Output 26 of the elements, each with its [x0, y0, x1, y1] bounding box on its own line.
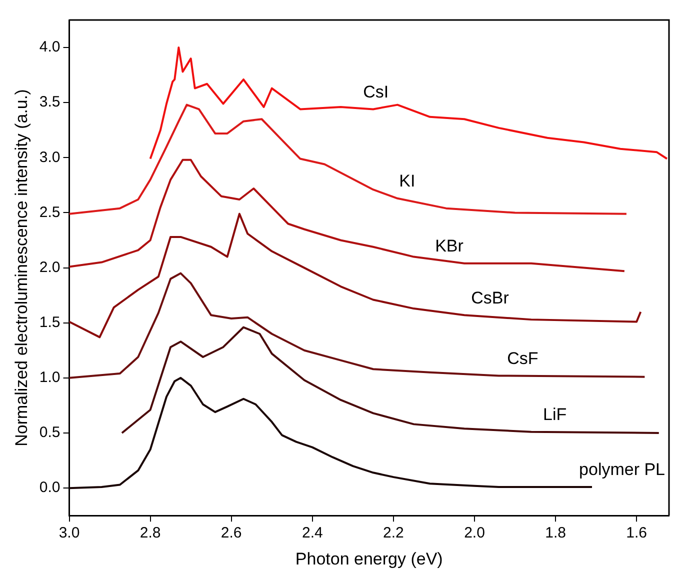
y-tick-label: 0.5: [39, 424, 60, 442]
x-tick-label: 1.6: [626, 524, 648, 542]
y-tick-label: 2.0: [39, 258, 60, 276]
y-tick-label: 4.0: [39, 38, 60, 56]
y-tick-label: 2.5: [39, 204, 60, 221]
series-label: polymer PL: [579, 460, 666, 480]
x-tick-label: 2.4: [302, 524, 323, 542]
y-tick-label: 1.0: [39, 369, 60, 386]
series-label: CsI: [363, 82, 389, 102]
y-axis-title: Normalized electroluminescence intensity (a.u.): [12, 89, 31, 446]
y-tick-label: 1.5: [39, 314, 60, 332]
y-tick-label: 0.0: [39, 479, 60, 496]
x-axis-title: Photon energy (eV): [295, 549, 443, 568]
x-tick-label: 2.6: [220, 524, 242, 542]
x-tick-label: 3.0: [58, 524, 80, 542]
series-label: LiF: [543, 405, 567, 424]
x-tick-label: 2.2: [383, 524, 404, 542]
x-tick-label: 2.8: [140, 524, 161, 542]
y-tick-label: 3.5: [39, 94, 60, 111]
series-label: KBr: [435, 236, 464, 256]
x-tick-label: 2.0: [464, 524, 485, 542]
series-label: KI: [399, 172, 416, 191]
y-tick-label: 3.0: [39, 148, 60, 166]
series-label: CsBr: [471, 288, 510, 308]
series-label: CsF: [507, 348, 538, 368]
x-tick-label: 1.8: [545, 524, 566, 542]
